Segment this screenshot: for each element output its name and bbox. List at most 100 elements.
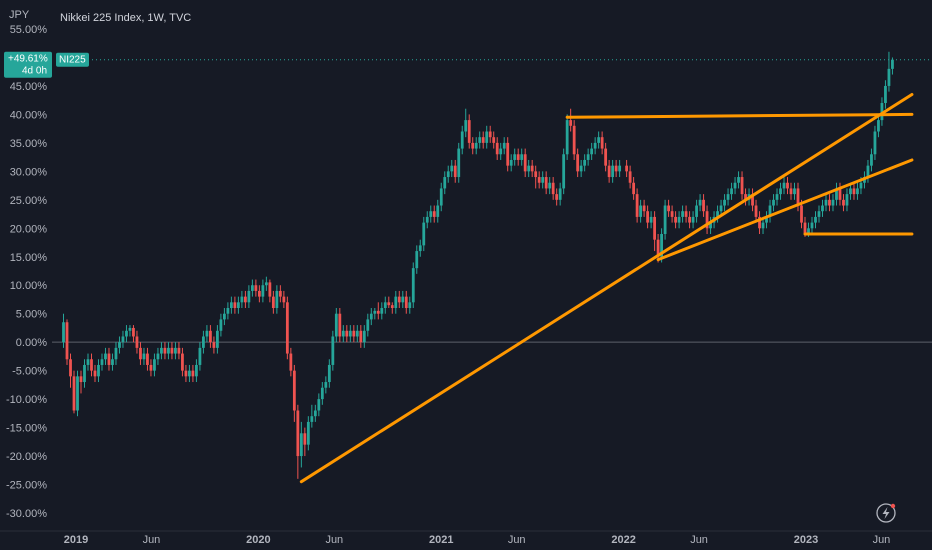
candle-body (310, 416, 314, 422)
candle-body (153, 359, 156, 371)
candle-body (100, 359, 104, 365)
trendline[interactable] (565, 112, 914, 119)
candle-body (261, 285, 265, 297)
candle-body (537, 177, 541, 183)
candle-body (534, 171, 538, 178)
x-tick-label: 2023 (794, 534, 818, 546)
x-tick-label: Jun (143, 534, 161, 546)
candle-body (565, 120, 569, 155)
candle-body (670, 211, 674, 217)
candle-body (870, 154, 873, 166)
lightning-icon[interactable] (876, 503, 896, 523)
candle-body (604, 148, 608, 166)
candle-body (338, 313, 342, 337)
candle-body (181, 353, 184, 371)
y-tick-label: -25.00% (6, 480, 47, 492)
candle-body (362, 330, 366, 343)
candle-body (611, 165, 615, 178)
time-axis[interactable]: 2019 Jun 2020 Jun 2021 Jun 2022 Jun 2023 Jun (64, 534, 891, 546)
candle-body (509, 159, 513, 166)
candle-body (373, 310, 377, 314)
candle-body (789, 188, 793, 195)
candle-body (485, 131, 489, 143)
candle-body (845, 194, 849, 206)
candle-body (681, 211, 684, 217)
candle-body (453, 165, 457, 178)
candle-body (551, 182, 555, 195)
candle-body (139, 347, 142, 360)
candle-body (429, 211, 433, 217)
candle-body (425, 216, 429, 223)
y-tick-label: 10.00% (10, 280, 48, 292)
candle-body (817, 211, 821, 217)
candle-body (111, 359, 114, 365)
y-tick-label: -15.00% (6, 423, 47, 435)
y-tick-label: -5.00% (12, 366, 47, 378)
candle-body (296, 410, 300, 457)
candle-body (222, 313, 226, 320)
candle-body (740, 177, 744, 195)
candle-body (397, 296, 401, 303)
candle-body (761, 222, 765, 229)
candle-body (793, 188, 796, 195)
candle-body (478, 137, 482, 143)
x-tick-label: Jun (325, 534, 343, 546)
candle-body (264, 282, 268, 286)
candle-body (128, 327, 132, 331)
chart-title: Nikkei 225 Index, 1W, TVC (60, 12, 191, 24)
candle-body (562, 154, 566, 189)
candle-body (474, 142, 478, 149)
candle-body (492, 137, 496, 143)
x-tick-label: Jun (508, 534, 526, 546)
candle-body (317, 399, 321, 411)
candle-body (663, 205, 667, 234)
y-tick-label: 45.00% (10, 81, 48, 93)
candle-body (306, 421, 310, 445)
candle-body (167, 347, 170, 354)
candle-body (415, 251, 419, 269)
candle-body (198, 347, 202, 365)
candle-body (320, 387, 324, 400)
candle-body (114, 347, 118, 360)
candle-body (226, 308, 230, 314)
candle-body (62, 322, 65, 343)
trendlines[interactable] (299, 92, 914, 484)
candle-body (856, 188, 859, 195)
candle-body (866, 165, 870, 178)
candle-body (376, 310, 380, 314)
candle-body (642, 205, 646, 212)
candle-body (541, 177, 545, 183)
candle-body (786, 182, 789, 189)
trendline[interactable] (656, 158, 914, 262)
trendline[interactable] (299, 92, 914, 484)
candle-body (93, 370, 97, 377)
candle-body (499, 148, 503, 155)
candle-body (828, 199, 831, 206)
candle-body (404, 296, 408, 309)
price-axis[interactable]: 55.00%50.00%45.00%40.00%35.00%30.00%25.0… (6, 24, 47, 520)
candle-body (278, 290, 282, 297)
candle-body (709, 222, 712, 229)
candle-body (572, 125, 576, 155)
candle-body (439, 188, 443, 206)
candle-body (726, 194, 730, 200)
candle-body (527, 165, 531, 172)
candle-body (383, 302, 387, 309)
candle-body (502, 142, 506, 149)
candle-body (65, 322, 69, 360)
candle-body (516, 154, 520, 160)
candle-body (884, 85, 887, 104)
candle-body (586, 154, 590, 160)
candle-body (464, 120, 468, 132)
candle-body (758, 216, 761, 229)
candle-body (716, 211, 719, 217)
candle-body (289, 353, 293, 371)
candle-body (877, 120, 880, 132)
candle-body (782, 182, 786, 189)
candle-body (548, 182, 552, 189)
candle-body (625, 165, 629, 172)
candle-body (313, 410, 317, 417)
candle-body (394, 296, 398, 309)
